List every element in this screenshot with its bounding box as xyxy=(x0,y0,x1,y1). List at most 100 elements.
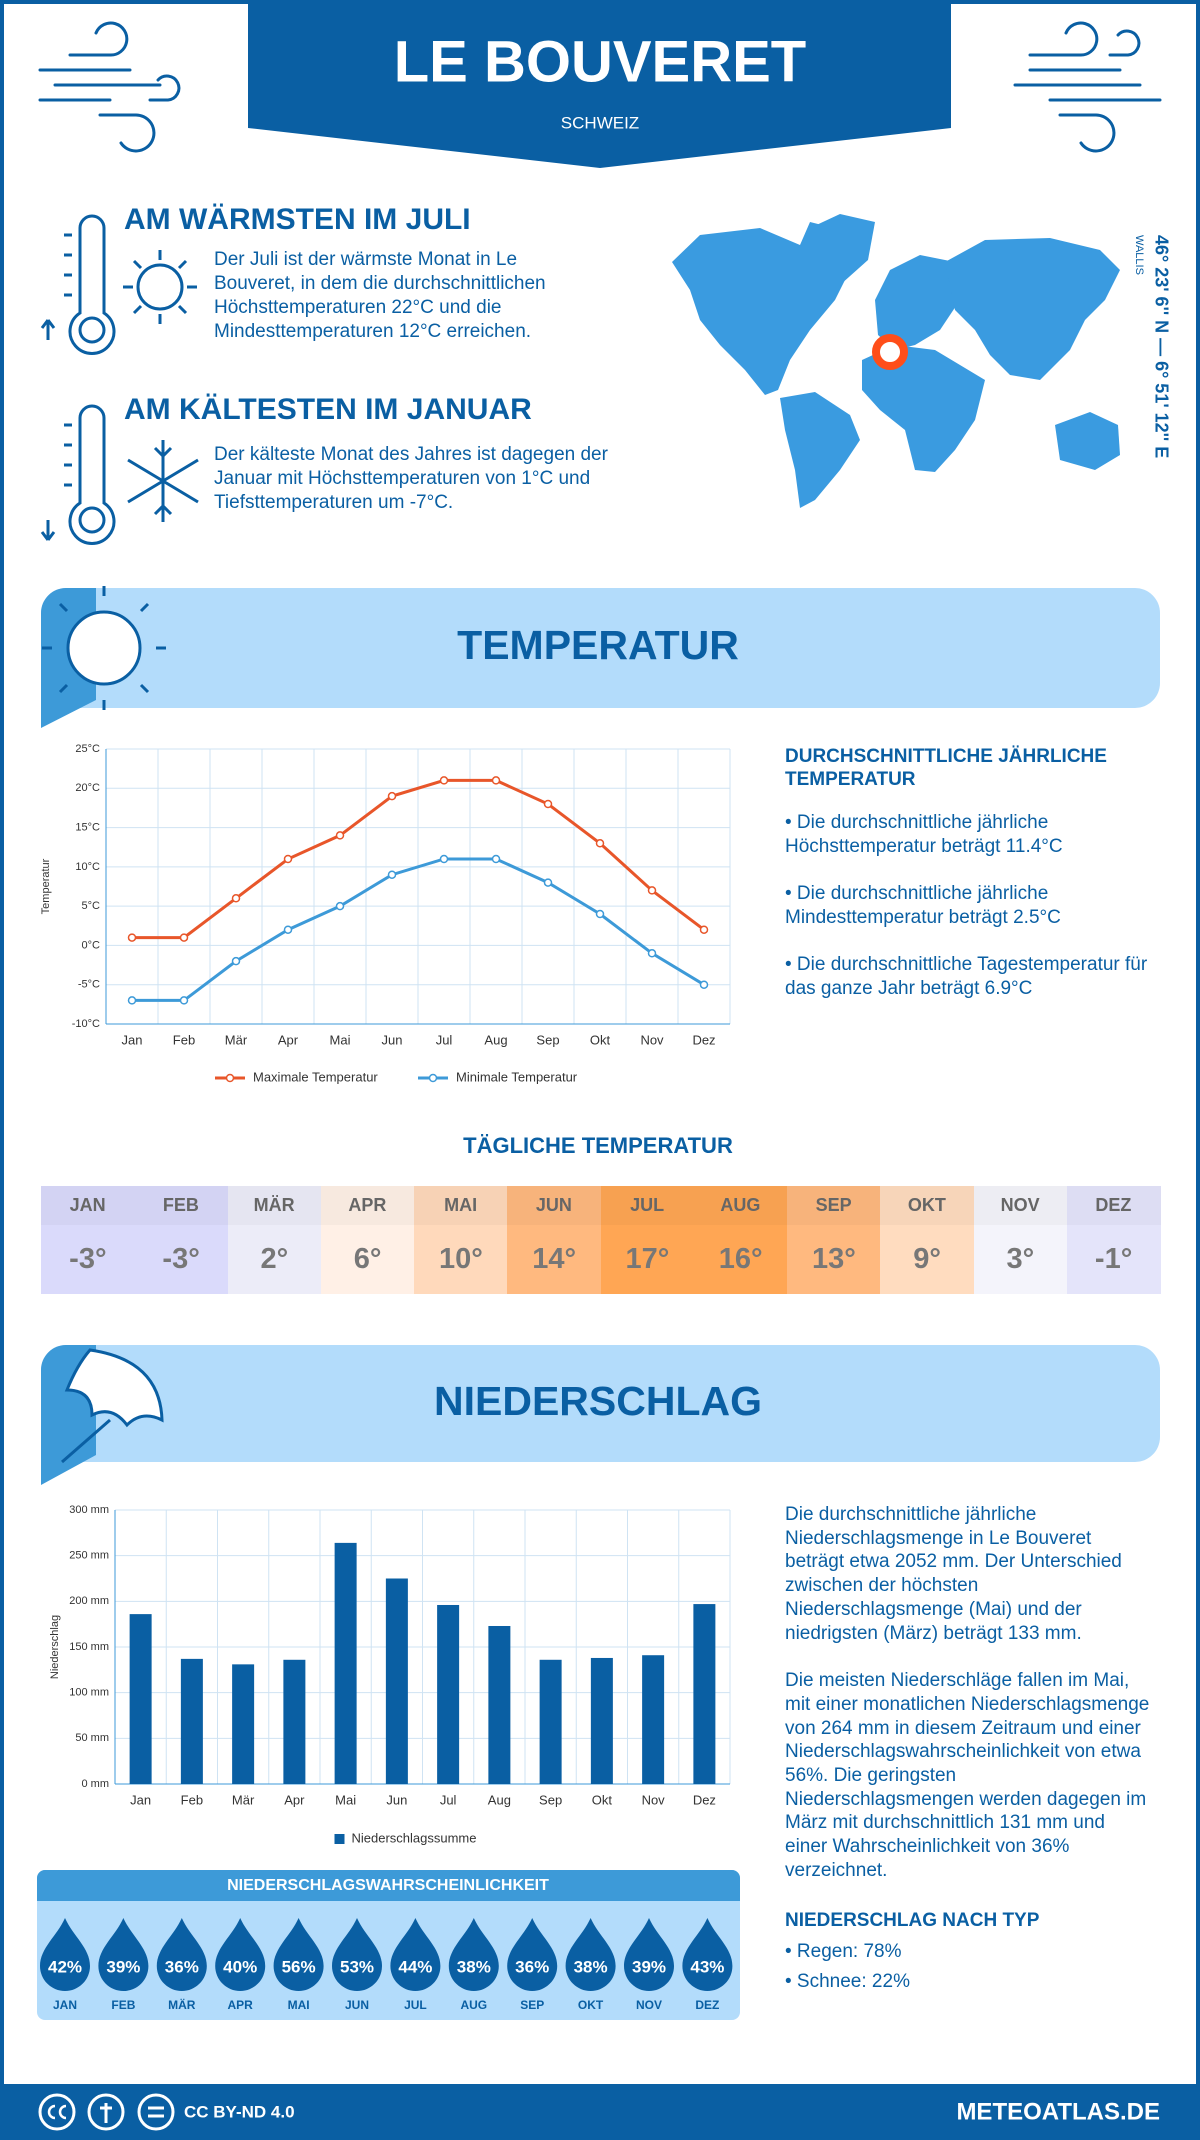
probability-month: JAN xyxy=(53,1998,77,2012)
month-header xyxy=(973,1186,1068,1225)
month-label: NOV xyxy=(1000,1195,1040,1215)
drop xyxy=(682,1918,733,1991)
bar xyxy=(693,1604,716,1784)
legend-marker xyxy=(225,1073,235,1083)
y-tick-label: 300 mm xyxy=(69,1504,109,1516)
month-label: JAN xyxy=(69,1195,106,1215)
x-tick-label: Sep xyxy=(539,1792,562,1807)
summary-title: DURCHSCHNITTLICHE JÄHRLICHE TEMPERATUR xyxy=(785,746,1107,790)
probability-month: DEZ xyxy=(695,1998,719,2012)
point xyxy=(491,854,501,864)
x-tick-label: Feb xyxy=(173,1032,195,1047)
x-tick-label: Mai xyxy=(330,1032,351,1047)
bar xyxy=(129,1614,152,1784)
site: METEOATLAS.DE xyxy=(956,2098,1160,2125)
probability-value: 42% xyxy=(48,1957,82,1976)
point xyxy=(595,909,605,919)
probability-box xyxy=(37,1870,740,2020)
point xyxy=(491,776,501,785)
y-axis-title: Temperatur xyxy=(40,858,52,914)
temp-value: 10° xyxy=(414,1225,508,1294)
month-label: MAI xyxy=(444,1195,478,1215)
drop xyxy=(156,1918,207,1991)
license-icons xyxy=(38,2093,175,2131)
bar xyxy=(539,1659,562,1784)
probability-month: JUL xyxy=(404,1998,427,2012)
probability-month: APR xyxy=(228,1998,254,2012)
drop xyxy=(565,1918,616,1991)
x-tick-label: Sep xyxy=(536,1032,559,1047)
x-tick-label: Apr xyxy=(284,1792,305,1807)
point xyxy=(283,925,293,934)
x-tick-label: Aug xyxy=(488,1792,511,1807)
x-tick-label: Mär xyxy=(225,1032,248,1047)
point xyxy=(179,996,189,1005)
type-title: NIEDERSCHLAG NACH TYP xyxy=(785,1909,1040,1931)
point xyxy=(127,996,137,1005)
probability-title: NIEDERSCHLAGSWAHRSCHEINLICHKEIT xyxy=(227,1877,549,1894)
month-header xyxy=(507,1186,601,1225)
point xyxy=(231,894,241,903)
y-tick-label: 0 mm xyxy=(82,1778,110,1790)
point xyxy=(335,831,345,840)
temp-value: -3° xyxy=(134,1225,228,1294)
drop xyxy=(98,1918,149,1992)
temp-value: -1° xyxy=(1066,1225,1161,1294)
summary-bullet: • Die durchschnittliche jährliche Höchst… xyxy=(785,812,1063,857)
line xyxy=(132,778,705,940)
probability-value: 38% xyxy=(457,1957,491,1976)
probability-value: 38% xyxy=(574,1957,608,1976)
legend-label: Minimale Temperatur xyxy=(456,1069,578,1084)
point xyxy=(543,878,553,887)
y-tick-label: 20°C xyxy=(75,782,100,794)
probability-value: 56% xyxy=(282,1957,316,1976)
bar xyxy=(232,1664,255,1784)
point xyxy=(699,925,709,934)
x-tick-label: Dez xyxy=(692,1032,715,1047)
point xyxy=(283,854,293,864)
x-tick-label: Feb xyxy=(181,1792,203,1807)
x-tick-label: Mär xyxy=(232,1792,255,1807)
y-tick-label: 25°C xyxy=(75,743,100,755)
x-tick-label: Jun xyxy=(382,1032,403,1047)
sun-icon xyxy=(42,586,166,710)
probability-value: 36% xyxy=(165,1957,199,1976)
month-label: FEB xyxy=(162,1195,199,1215)
probability-month: NOV xyxy=(636,1998,662,2012)
x-tick-label: Mai xyxy=(335,1792,356,1807)
region: WALLIS xyxy=(1133,235,1145,275)
drop xyxy=(273,1918,324,1991)
point xyxy=(543,799,553,809)
y-tick-label: 50 mm xyxy=(75,1732,109,1744)
legend-label: Niederschlagssumme xyxy=(352,1830,477,1845)
legend-swatch xyxy=(334,1834,345,1844)
probability-month: MAI xyxy=(288,1998,310,2012)
city-title: LE BOUVERET xyxy=(394,29,807,94)
probability-month: MÄR xyxy=(168,1997,196,2012)
temp-value: -3° xyxy=(41,1225,135,1294)
month-header xyxy=(134,1186,228,1225)
point xyxy=(387,791,397,801)
warm-icon xyxy=(40,214,197,355)
probability-month: AUG xyxy=(460,1998,487,2012)
warmest-title: AM WÄRMSTEN IM JULI xyxy=(124,203,471,236)
y-tick-label: 100 mm xyxy=(69,1687,109,1699)
y-tick-label: 200 mm xyxy=(69,1595,109,1607)
footer xyxy=(0,2084,1200,2140)
month-header xyxy=(41,1186,135,1225)
month-label: DEZ xyxy=(1095,1195,1132,1215)
coldest-title: AM KÄLTESTEN IM JANUAR xyxy=(124,393,532,426)
temp-value: 9° xyxy=(880,1225,974,1294)
bar xyxy=(642,1655,665,1784)
month-label: JUN xyxy=(535,1195,572,1215)
month-header xyxy=(1066,1186,1161,1225)
legend-label: Maximale Temperatur xyxy=(253,1069,378,1084)
probability-value: 39% xyxy=(106,1957,140,1976)
point xyxy=(387,870,397,879)
temperature-summary: DURCHSCHNITTLICHE JÄHRLICHE TEMPERATUR •… xyxy=(785,745,1155,1001)
month-header xyxy=(600,1186,695,1225)
x-tick-label: Okt xyxy=(590,1032,611,1047)
drop xyxy=(624,1918,674,1991)
